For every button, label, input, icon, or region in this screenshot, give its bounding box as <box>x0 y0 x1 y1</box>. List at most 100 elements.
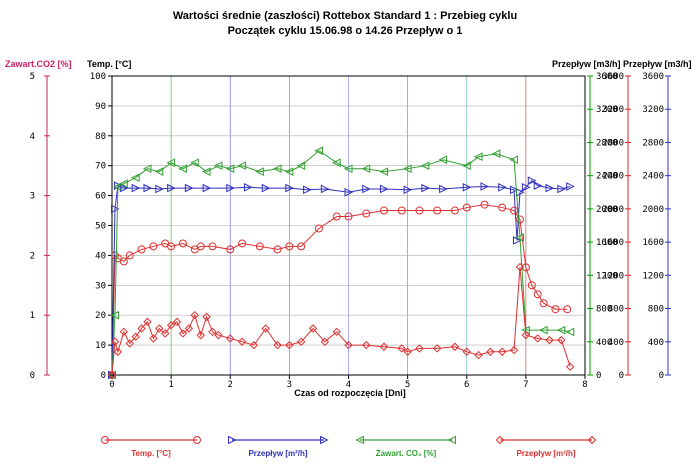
flow_green-tick-label: 800 <box>596 305 612 315</box>
data-point <box>462 182 472 192</box>
x-axis-label: Czas od rozpoczęcia [Dni] <box>294 388 406 398</box>
data-point <box>557 184 566 194</box>
flow_green-tick-label: 2800 <box>596 138 618 148</box>
data-point <box>332 212 341 221</box>
series-line <box>111 266 571 376</box>
data-point <box>155 184 164 194</box>
data-point <box>509 345 519 355</box>
data-point <box>362 184 371 194</box>
flow_blue-tick-label: 3600 <box>642 72 664 82</box>
series-2 <box>108 176 575 380</box>
data-point <box>226 183 235 193</box>
data-point <box>332 158 341 168</box>
data-point <box>214 330 223 340</box>
flow_red-tick-label: 3600 <box>602 72 624 82</box>
data-point <box>154 167 164 176</box>
data-point <box>344 340 353 350</box>
flow_red-tick-label: 1200 <box>602 271 624 281</box>
flow_blue-tick-label: 400 <box>648 338 664 348</box>
data-point <box>509 155 519 165</box>
data-point <box>474 350 483 360</box>
temp-tick-label: 0 <box>101 371 106 381</box>
data-point <box>149 242 158 251</box>
data-point <box>527 176 537 185</box>
legend-marker <box>355 435 364 445</box>
legend-item: Temp. [°C] <box>101 436 201 458</box>
data-point <box>125 251 134 260</box>
data-point <box>167 242 176 251</box>
data-point <box>131 183 141 193</box>
legend-label: Temp. [°C] <box>131 449 171 458</box>
data-point <box>261 324 270 333</box>
data-point <box>272 164 282 173</box>
legend-marker <box>447 435 456 445</box>
data-point <box>343 164 353 173</box>
data-point <box>379 206 388 215</box>
flow_green-tick-label: 3200 <box>596 105 618 115</box>
data-point <box>462 203 471 212</box>
data-point <box>172 317 182 327</box>
data-point <box>486 347 495 356</box>
data-point <box>243 182 253 192</box>
data-point <box>545 335 554 345</box>
data-point <box>521 330 531 340</box>
data-point <box>379 184 389 194</box>
data-point <box>297 242 306 251</box>
data-point <box>125 339 134 348</box>
x-tick-label: 0 <box>109 380 114 390</box>
grid <box>112 76 585 375</box>
flow_red-tick-label: 2800 <box>602 138 624 148</box>
data-point <box>438 155 448 165</box>
legend-label: Przepływ [m³/h] <box>516 449 575 458</box>
data-point <box>143 183 153 193</box>
data-point <box>515 215 524 224</box>
co2-axis-label: Zawart.CO2 [%] <box>5 59 72 69</box>
data-point <box>184 324 194 333</box>
data-point <box>110 204 120 214</box>
flow_blue-tick-label: 2000 <box>642 205 664 215</box>
legend-marker <box>495 435 505 445</box>
data-point <box>450 206 459 215</box>
data-point <box>533 334 542 343</box>
data-point <box>178 164 187 173</box>
co2-tick-label: 0 <box>30 371 35 381</box>
x-tick-label: 2 <box>228 380 233 390</box>
data-point <box>415 206 424 215</box>
data-point <box>566 182 575 191</box>
flow_red-tick-label: 400 <box>608 338 624 348</box>
series-layer <box>107 146 575 380</box>
data-point <box>415 344 424 353</box>
data-point <box>166 158 176 168</box>
legend-marker <box>228 435 237 445</box>
data-point <box>249 340 259 350</box>
temp-axis-label: Temp. [°C] <box>87 59 131 69</box>
flow_red-tick-label: 2400 <box>602 172 624 182</box>
data-point <box>273 340 282 350</box>
data-point <box>332 327 341 337</box>
data-point <box>379 167 388 176</box>
data-point <box>178 329 188 338</box>
data-point <box>557 335 566 345</box>
flow_red-tick-label: 800 <box>608 305 624 315</box>
data-point <box>421 183 430 193</box>
data-point <box>450 342 460 351</box>
chart-subtitle: Początek cyklu 15.06.98 o 14.26 Przepływ… <box>228 25 463 37</box>
data-point <box>285 242 294 251</box>
data-point <box>238 239 247 248</box>
data-point <box>527 281 536 290</box>
data-point <box>563 305 572 314</box>
temp-tick-label: 80 <box>95 132 106 142</box>
flow_green-tick-label: 2400 <box>596 172 618 182</box>
data-point <box>190 310 199 320</box>
temp-tick-label: 20 <box>95 311 106 321</box>
co2-tick-label: 3 <box>30 192 35 202</box>
data-point <box>538 325 548 335</box>
data-point <box>161 329 170 338</box>
data-point <box>403 347 412 356</box>
co2-tick-label: 5 <box>30 72 35 82</box>
data-point <box>545 183 555 193</box>
data-point <box>285 183 294 193</box>
data-point <box>143 317 152 327</box>
data-point <box>556 325 566 335</box>
